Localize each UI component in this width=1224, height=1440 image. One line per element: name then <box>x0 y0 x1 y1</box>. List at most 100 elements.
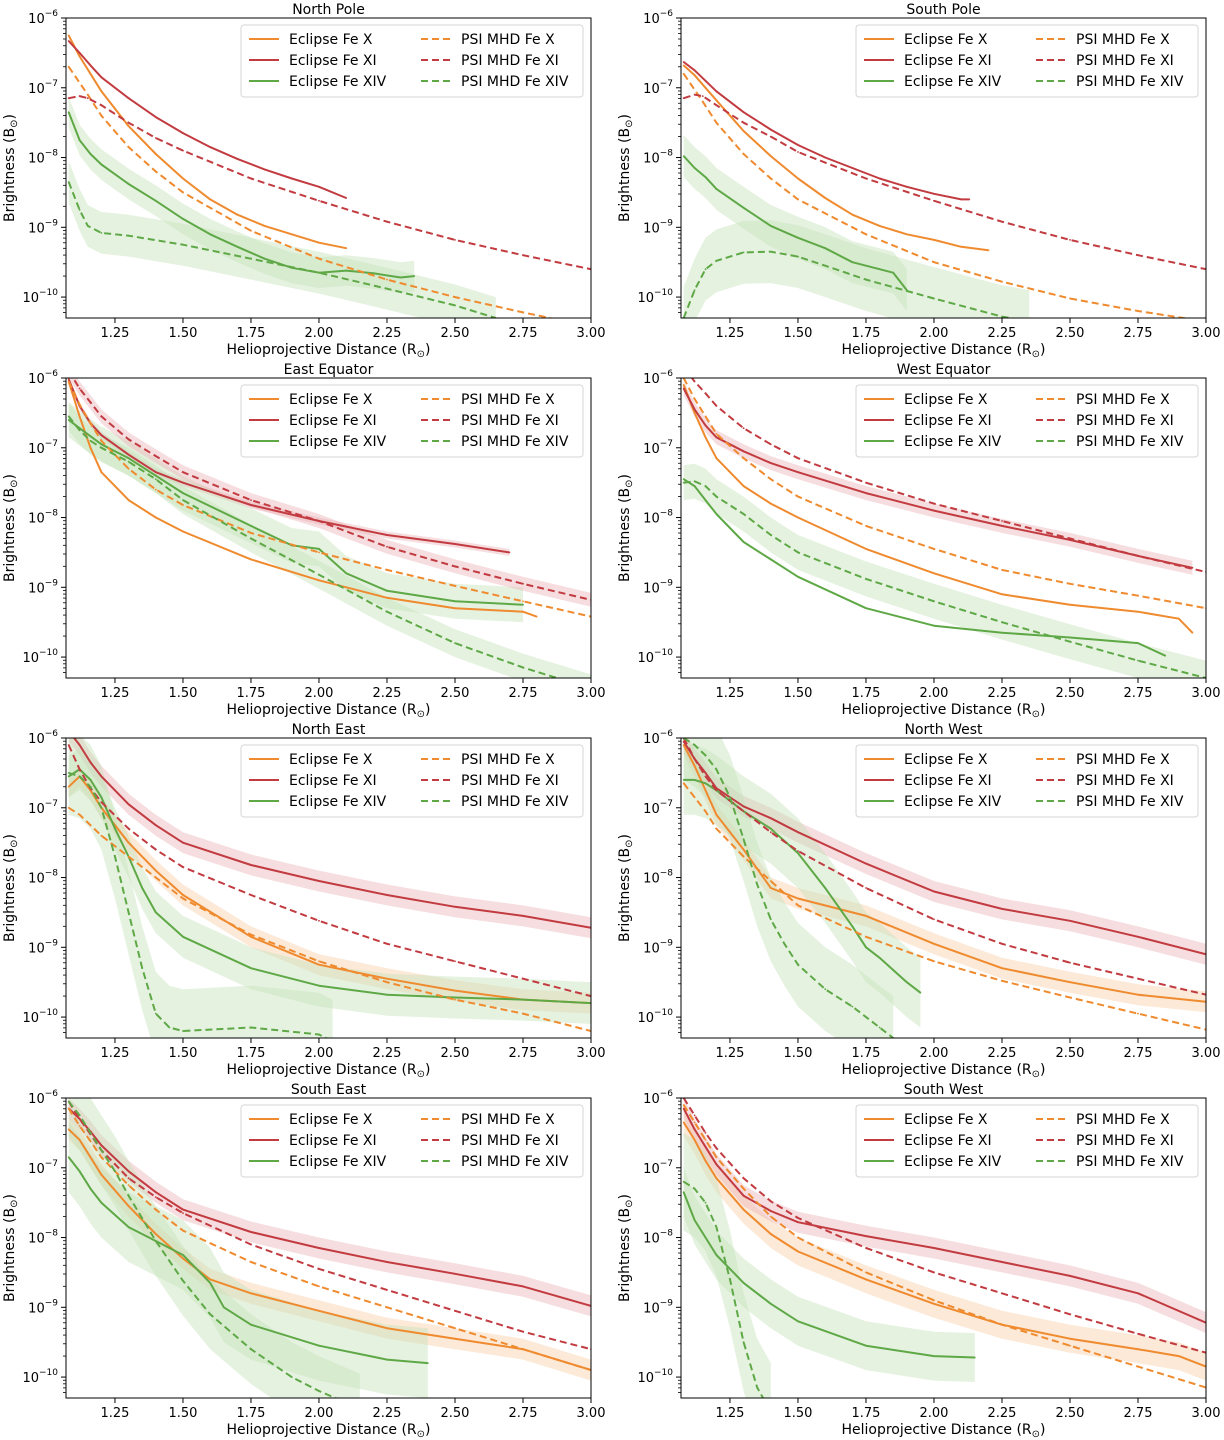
point-psi-mhd-fe-x <box>127 467 130 470</box>
point-eclipse-fe-xi <box>127 97 130 100</box>
point-eclipse-fe-x <box>100 471 103 474</box>
point-psi-mhd-fe-xi <box>865 177 867 180</box>
point-psi-mhd-fe-xiv <box>756 1386 759 1389</box>
point-psi-mhd-fe-xiv <box>715 1226 718 1228</box>
legend-label-eclipse-fe-xiv: Eclipse Fe XIV <box>904 434 1002 450</box>
legend-label-psi-mhd-fe-xiv: PSI MHD Fe XIV <box>461 74 569 90</box>
y-tick-label: 10−9 <box>28 218 58 236</box>
point-psi-mhd-fe-xiv <box>127 911 130 914</box>
y-tick-label: 10−10 <box>22 1368 58 1386</box>
point-psi-mhd-fe-xiv <box>797 551 799 554</box>
y-tick-label: 10−7 <box>28 439 58 457</box>
point-eclipse-fe-x <box>1177 1355 1180 1357</box>
legend-frame <box>855 24 1199 98</box>
point-eclipse-fe-x <box>865 548 867 550</box>
point-psi-mhd-fe-xiv <box>168 1026 171 1029</box>
point-eclipse-fe-xi <box>682 387 685 390</box>
x-tick-label: 1.25 <box>715 326 744 341</box>
legend-label-psi-mhd-fe-xi: PSI MHD Fe XI <box>1076 413 1174 429</box>
legend-label-psi-mhd-fe-xi: PSI MHD Fe XI <box>461 413 559 429</box>
point-psi-mhd-fe-xiv <box>878 1026 881 1029</box>
x-axis-label: Helioprojective Distance (R⊙) <box>841 1422 1045 1440</box>
point-psi-mhd-fe-x <box>78 1125 81 1127</box>
point-eclipse-fe-xiv <box>209 1282 212 1284</box>
band-psi-mhd-fe-xi <box>68 378 591 607</box>
point-psi-mhd-fe-xiv <box>386 287 388 290</box>
point-psi-mhd-fe-x <box>1137 1012 1139 1015</box>
point-psi-mhd-fe-xi <box>1137 977 1139 980</box>
point-eclipse-fe-x <box>67 34 70 37</box>
point-eclipse-fe-x <box>1137 610 1139 613</box>
point-psi-mhd-fe-x <box>769 880 772 882</box>
legend-label-eclipse-fe-xiv: Eclipse Fe XIV <box>904 1154 1002 1170</box>
x-tick-label: 2.25 <box>373 1046 402 1061</box>
point-eclipse-fe-xi <box>968 198 971 201</box>
legend-label-eclipse-fe-x: Eclipse Fe X <box>289 392 373 408</box>
point-eclipse-fe-xi <box>865 1235 867 1237</box>
point-eclipse-fe-xiv <box>222 1306 225 1309</box>
point-psi-mhd-fe-xi <box>682 97 685 100</box>
point-psi-mhd-fe-xi <box>522 254 524 257</box>
point-eclipse-fe-x <box>127 841 130 844</box>
x-axis-label: Helioprojective Distance (R⊙) <box>841 1062 1045 1080</box>
x-axis-label: Helioprojective Distance (R⊙) <box>841 342 1045 360</box>
point-eclipse-fe-x <box>454 1337 456 1340</box>
plot-area <box>67 1098 591 1398</box>
point-eclipse-fe-xi <box>154 824 157 827</box>
point-eclipse-fe-xi <box>454 1272 456 1275</box>
point-psi-mhd-fe-x <box>742 855 745 858</box>
point-psi-mhd-fe-xiv <box>454 642 456 644</box>
legend-label-psi-mhd-fe-xi: PSI MHD Fe XI <box>1076 773 1174 789</box>
point-psi-mhd-fe-xiv <box>154 1012 157 1015</box>
point-eclipse-fe-xiv <box>682 155 685 158</box>
point-eclipse-fe-xi <box>508 551 511 554</box>
point-psi-mhd-fe-xiv <box>522 666 524 669</box>
point-psi-mhd-fe-xiv <box>67 415 70 418</box>
point-psi-mhd-fe-xi <box>127 121 130 124</box>
point-eclipse-fe-xiv <box>742 541 745 543</box>
point-eclipse-fe-xiv <box>114 827 116 830</box>
point-eclipse-fe-x <box>704 789 707 792</box>
point-eclipse-fe-xi <box>715 436 718 439</box>
chart-title: South Pole <box>906 2 980 18</box>
y-tick-label: 10−6 <box>28 9 58 27</box>
point-eclipse-fe-x <box>878 225 881 227</box>
point-eclipse-fe-xi <box>1069 919 1071 922</box>
legend-label-psi-mhd-fe-xi: PSI MHD Fe XI <box>1076 53 1174 69</box>
point-psi-mhd-fe-x <box>127 1184 130 1187</box>
band-eclipse-fe-xi <box>683 381 1193 575</box>
point-psi-mhd-fe-xiv <box>715 495 718 498</box>
point-psi-mhd-fe-xiv <box>209 1313 212 1316</box>
point-eclipse-fe-x <box>704 436 707 439</box>
series-psi-mhd-fe-x <box>67 66 551 318</box>
point-psi-mhd-fe-xi <box>250 894 252 896</box>
point-eclipse-fe-xi <box>522 1285 524 1288</box>
x-tick-label: 2.00 <box>305 686 334 701</box>
point-psi-mhd-fe-xiv <box>89 439 92 442</box>
point-psi-mhd-fe-xiv <box>865 278 867 281</box>
point-psi-mhd-fe-xiv <box>250 1026 252 1029</box>
point-psi-mhd-fe-x <box>89 824 92 827</box>
x-tick-label: 2.25 <box>373 686 402 701</box>
x-tick-label: 2.25 <box>988 686 1017 701</box>
point-psi-mhd-fe-xiv <box>824 264 827 267</box>
point-eclipse-fe-xi <box>89 64 92 67</box>
point-psi-mhd-fe-x <box>797 904 799 907</box>
point-eclipse-fe-xiv <box>182 218 184 220</box>
point-psi-mhd-fe-x <box>693 1121 696 1124</box>
x-tick-label: 2.25 <box>373 326 402 341</box>
point-psi-mhd-fe-xiv <box>182 1279 184 1282</box>
point-eclipse-fe-xi <box>209 146 212 149</box>
y-tick-label: 10−6 <box>643 369 673 387</box>
point-psi-mhd-fe-xi <box>454 960 456 963</box>
plot-area <box>682 738 1206 1038</box>
legend-frame <box>240 1104 584 1178</box>
point-psi-mhd-fe-xiv <box>100 446 103 449</box>
point-psi-mhd-fe-x <box>797 1236 799 1239</box>
point-eclipse-fe-x <box>797 177 799 180</box>
x-axis-label: Helioprojective Distance (R⊙) <box>226 702 430 720</box>
point-psi-mhd-fe-xi <box>704 1132 707 1134</box>
point-eclipse-fe-xi <box>933 192 935 195</box>
point-psi-mhd-fe-xi <box>67 97 70 100</box>
point-eclipse-fe-xiv <box>318 548 320 550</box>
